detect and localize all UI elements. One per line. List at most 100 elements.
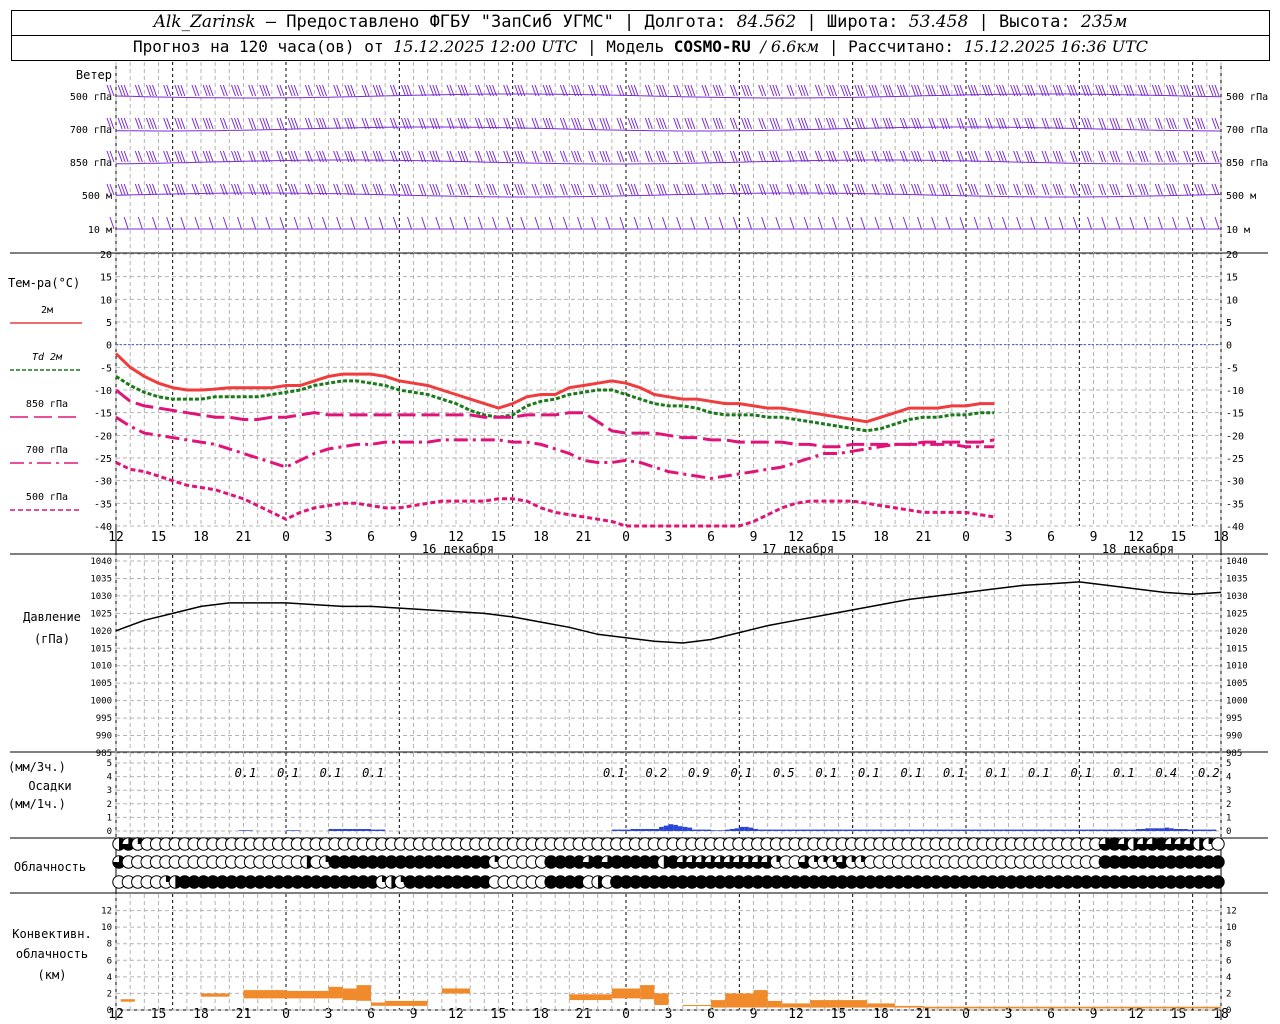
cloud-fill-full — [1061, 875, 1074, 889]
cloud-fill-full — [638, 855, 652, 869]
cloud-symbol — [760, 875, 774, 889]
wind-barb — [896, 84, 902, 97]
cloud-symbol — [1098, 875, 1112, 889]
wind-barb — [860, 183, 866, 196]
forecast-label: Прогноз на 120 часа(ов) от — [133, 37, 384, 56]
wind-barb — [506, 150, 512, 163]
wind-barb — [378, 84, 384, 97]
wind-barb — [899, 150, 905, 163]
pressure-ytick-left: 1020 — [90, 627, 112, 637]
wind-barb — [1123, 84, 1129, 97]
wind-barb — [531, 150, 537, 163]
wind-barb — [956, 117, 962, 130]
cloud-fill-full — [864, 875, 877, 889]
wind-barb — [874, 216, 880, 230]
wind-barb — [1041, 150, 1047, 163]
wind-barb — [109, 216, 115, 230]
wind-barb — [137, 183, 143, 196]
wind-barb — [826, 183, 831, 196]
wind-barb — [616, 117, 622, 130]
wind-barb — [350, 150, 356, 163]
pressure-ytick-right: 1040 — [1226, 557, 1248, 567]
wind-barb — [446, 117, 452, 130]
wind-barb — [344, 84, 350, 97]
wind-barb — [163, 183, 169, 196]
wind-barb — [435, 150, 441, 163]
precip-3h-value: 0.1 — [277, 766, 299, 780]
cloud-symbol — [779, 875, 793, 889]
cloud-symbol — [412, 875, 427, 889]
cloud-fill-full — [544, 855, 558, 869]
wind-barb — [279, 117, 285, 130]
wind-barb — [407, 84, 412, 97]
precip-bar — [328, 829, 334, 831]
precip-bar — [980, 829, 985, 831]
precip-bar — [1183, 829, 1188, 831]
wind-barb — [333, 84, 339, 97]
wind-barb — [1052, 150, 1058, 163]
bottom-xtick-label: 3 — [665, 1007, 673, 1022]
header-row-forecast: Прогноз на 120 часа(ов) от 15.12.2025 12… — [11, 35, 1270, 61]
wind-barb — [208, 183, 214, 196]
wind-barb — [871, 84, 877, 97]
cloud-fill-part — [676, 855, 689, 869]
wind-barb — [559, 84, 565, 97]
precip-bar — [881, 829, 886, 831]
wind-barb — [999, 183, 1004, 196]
provider-text: – Предоставлено ФГБУ "ЗапСиб УГМС" — [265, 12, 614, 32]
wind-barb — [492, 183, 497, 196]
wind-barb — [344, 150, 350, 163]
wind-barb — [769, 84, 775, 97]
temp-series-line — [115, 375, 995, 433]
wind-barb — [647, 183, 653, 196]
wind-barb — [1200, 117, 1206, 130]
cloud-symbol — [891, 875, 906, 889]
precip-title: Осадки — [28, 779, 71, 793]
precip-bar — [356, 829, 362, 831]
wind-barb — [591, 84, 597, 97]
wind-barb — [1211, 183, 1217, 196]
cloud-fill-full — [713, 875, 727, 889]
wind-barb — [316, 84, 321, 97]
wind-barb — [701, 183, 707, 196]
pressure-ytick-right: 1020 — [1226, 627, 1248, 637]
conv-cloud-bar — [1008, 1006, 1221, 1009]
wind-barb — [149, 117, 154, 130]
precip-bar — [1084, 829, 1089, 831]
wind-barb — [1169, 117, 1174, 130]
cloud-symbol — [666, 855, 680, 869]
cloud-fill-full — [573, 875, 586, 889]
wind-barb — [548, 84, 554, 97]
precip-bar — [1003, 829, 1009, 831]
wind-barb — [1087, 117, 1092, 130]
wind-barb — [1214, 84, 1220, 97]
wind-barb — [364, 84, 370, 97]
precip-3h-value: 0.1 — [858, 766, 880, 780]
lat-label: Широта: — [826, 12, 899, 32]
wind-barb — [984, 150, 990, 163]
wind-barb — [676, 183, 682, 196]
wind-barb — [732, 84, 738, 97]
wind-barb — [180, 183, 186, 196]
cloud-fill-part — [1146, 837, 1159, 851]
wind-barb — [344, 117, 350, 130]
wind-barb — [854, 117, 860, 130]
wind-barb — [1101, 117, 1107, 130]
cloud-fill-full — [1108, 855, 1121, 869]
wind-barb — [542, 84, 548, 97]
wind-barb — [662, 117, 667, 130]
precip-bar — [819, 829, 825, 831]
wind-barb — [548, 183, 554, 196]
precip-bar — [1154, 828, 1160, 831]
wind-barb — [647, 117, 653, 130]
cloud-fill-full — [197, 875, 210, 889]
cloud-fill-full — [845, 875, 858, 889]
temp-xtick-label: 15 — [1171, 530, 1187, 545]
wind-barb — [435, 117, 441, 130]
wind-barb — [194, 216, 200, 230]
temp-ytick-left: 10 — [100, 295, 112, 306]
cloud-symbol — [450, 855, 464, 869]
wind-barb — [322, 216, 327, 230]
wind-barb — [1143, 183, 1149, 196]
